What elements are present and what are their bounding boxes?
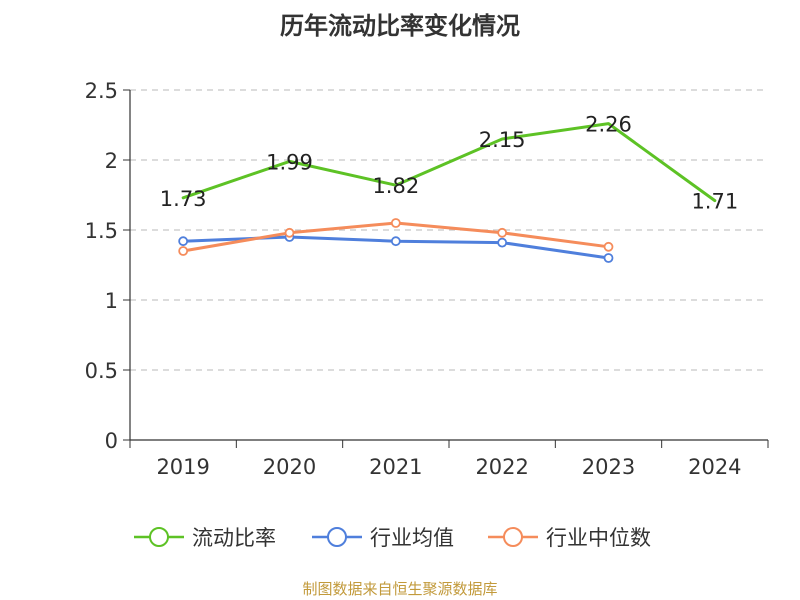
source-note: 制图数据来自恒生聚源数据库 bbox=[302, 580, 498, 598]
data-label: 2.26 bbox=[585, 113, 632, 137]
axes: 0 0.5 1 1.5 2 2.5 2019 2020 2021 2022 2023 2024 bbox=[85, 79, 769, 479]
x-tick-label: 2022 bbox=[475, 455, 528, 479]
y-tick-label: 2.5 bbox=[85, 79, 118, 103]
data-labels: 1.73 1.99 1.82 2.15 2.26 1.71 bbox=[160, 113, 738, 214]
x-tick-label: 2019 bbox=[156, 455, 209, 479]
y-tick-label: 1 bbox=[105, 289, 118, 313]
data-label: 1.73 bbox=[160, 187, 207, 211]
data-point bbox=[178, 246, 189, 256]
data-point bbox=[178, 236, 189, 247]
x-tick-label: 2020 bbox=[263, 455, 316, 479]
data-label: 1.71 bbox=[691, 190, 738, 214]
x-tick-label: 2024 bbox=[688, 455, 741, 479]
y-tick-label: 0 bbox=[105, 429, 118, 453]
data-point bbox=[390, 236, 401, 247]
y-tick-label: 2 bbox=[105, 149, 118, 173]
legend-marker bbox=[327, 527, 347, 547]
x-tick-label: 2021 bbox=[369, 455, 422, 479]
data-label: 1.82 bbox=[372, 174, 419, 198]
legend-marker bbox=[149, 527, 169, 547]
chart-title: 历年流动比率变化情况 bbox=[280, 12, 520, 40]
data-label: 1.99 bbox=[266, 150, 313, 174]
legend-label: 行业中位数 bbox=[546, 526, 651, 550]
data-point bbox=[390, 218, 401, 228]
y-tick-label: 1.5 bbox=[85, 219, 118, 243]
legend-marker bbox=[503, 527, 523, 547]
x-tick-label: 2023 bbox=[582, 455, 635, 479]
data-point bbox=[497, 227, 508, 238]
series-lines bbox=[178, 122, 717, 263]
data-point bbox=[497, 237, 508, 248]
legend-label: 行业均值 bbox=[370, 526, 454, 550]
data-point bbox=[284, 227, 295, 238]
legend-label: 流动比率 bbox=[192, 526, 276, 550]
legend: 流动比率 行业均值 行业中位数 bbox=[134, 526, 651, 550]
data-point bbox=[603, 241, 614, 252]
series-line bbox=[181, 122, 717, 203]
grid-lines bbox=[130, 89, 768, 371]
y-tick-label: 0.5 bbox=[85, 359, 118, 383]
data-label: 2.15 bbox=[479, 128, 526, 152]
data-point bbox=[603, 253, 614, 263]
